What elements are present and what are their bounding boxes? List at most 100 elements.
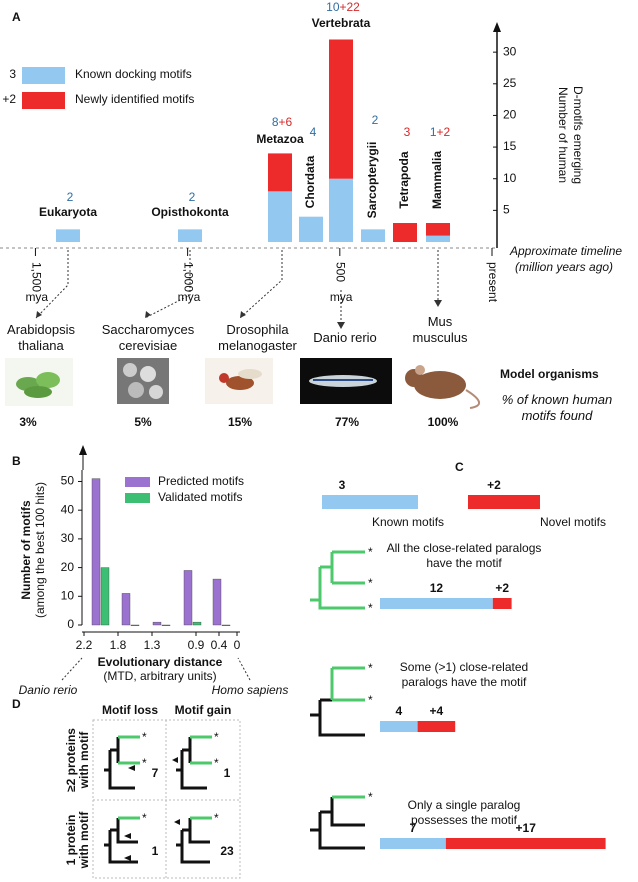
category-label: Chordata — [303, 155, 317, 208]
bar-segment — [380, 598, 493, 609]
category-label: Sarcopterygii — [365, 142, 379, 219]
trees-c — [310, 550, 365, 850]
tree — [104, 737, 135, 790]
organism-found: 3% — [19, 415, 37, 429]
value-label-part: +2 — [437, 125, 451, 139]
bar — [121, 593, 131, 626]
row-description: Some (>1) close-related paralogs have th… — [399, 660, 529, 689]
bar-segment — [268, 191, 292, 242]
bar — [212, 578, 222, 626]
row-header: with motif — [77, 731, 91, 790]
x-tick-label: 1,500 — [29, 262, 43, 292]
y-tick-label: 20 — [503, 108, 517, 122]
tree — [310, 797, 365, 850]
row-header: ≥2 proteins — [64, 728, 78, 792]
legend-value: +2 — [487, 478, 501, 492]
y-tick-label: 5 — [503, 203, 510, 217]
legend-swatch — [468, 495, 540, 509]
arrowhead — [434, 300, 442, 307]
x-axis-label: (MTD, arbitrary units) — [103, 669, 216, 683]
star: * — [214, 756, 219, 770]
value-label: 4 — [310, 125, 317, 139]
value-label-part: +6 — [279, 115, 293, 129]
legend-label: Newly identified motifs — [75, 92, 194, 106]
x-tick-label: 0.4 — [211, 638, 228, 652]
bar-segment — [56, 229, 80, 242]
x-tick-label: 2.2 — [76, 638, 93, 652]
category-label: Metazoa — [256, 132, 304, 146]
grid-d — [92, 719, 241, 879]
y-axis-label: Number of motifs — [19, 500, 33, 600]
arrowhead — [145, 311, 151, 318]
value-label: 10+22 — [326, 0, 360, 14]
value-label-part: 1 — [430, 125, 437, 139]
mouse-tail — [465, 389, 480, 409]
x-tick-label: 1.3 — [144, 638, 161, 652]
annotation-arrow — [61, 657, 83, 681]
value-label: 2 — [67, 190, 74, 204]
column-header: Motif loss — [102, 703, 158, 717]
bar-segment — [329, 178, 353, 242]
x-axis-label: Evolutionary distance — [98, 655, 223, 669]
cell — [140, 366, 156, 382]
x-tick-unit: mya — [178, 290, 201, 304]
tree — [176, 737, 207, 790]
panel-label: D — [12, 697, 21, 711]
category-label: Mammalia — [430, 151, 444, 209]
value-label-part: 2 — [189, 190, 196, 204]
bar-segment — [268, 153, 292, 192]
arrowhead — [128, 765, 135, 771]
organism-found: 5% — [134, 415, 152, 429]
bar-segment — [178, 229, 202, 242]
bar-segment — [393, 223, 417, 242]
bar-segment — [380, 838, 446, 849]
bar — [221, 624, 231, 627]
x-tick-label: 1.8 — [110, 638, 127, 652]
panel-label: B — [12, 454, 21, 468]
bar-segment — [329, 39, 353, 179]
organism-found: 100% — [428, 415, 459, 429]
star: * — [214, 811, 219, 825]
legend-label: Novel motifs — [540, 515, 606, 529]
row-description: Only a single paralog possesses the moti… — [407, 798, 521, 827]
annotation: Danio rerio — [19, 683, 78, 697]
x-tick-unit: mya — [25, 290, 48, 304]
leaf — [36, 372, 60, 388]
value-label-part: 2 — [67, 190, 74, 204]
arrowhead — [240, 311, 246, 318]
row-header: 1 protein — [64, 815, 78, 866]
y-tick-label: 30 — [503, 44, 517, 58]
bar-segment — [492, 598, 512, 609]
connector — [35, 250, 69, 319]
mouse-ear — [415, 365, 425, 375]
bar — [130, 624, 140, 627]
y-axis-arrow — [493, 22, 501, 32]
cell-value: 23 — [220, 844, 234, 858]
category-label: Opisthokonta — [151, 205, 229, 219]
y-tick-label: 10 — [61, 588, 75, 602]
organism-name: Danio rerio — [313, 330, 377, 345]
organism-found: 77% — [335, 415, 359, 429]
legend-swatch — [22, 92, 65, 109]
tree — [176, 818, 210, 864]
x-axis-label: (million years ago) — [515, 260, 613, 274]
bar-segment — [426, 235, 450, 242]
y-axis-label: D-motifs emerging — [571, 86, 585, 184]
cell-value: 7 — [152, 766, 159, 780]
cell — [149, 385, 163, 399]
legend-value: +2 — [2, 92, 16, 106]
x-tick-label: present — [486, 262, 500, 303]
star: * — [368, 576, 373, 590]
organism-found: 15% — [228, 415, 252, 429]
legend-value: 3 — [339, 478, 346, 492]
tree — [310, 698, 365, 737]
bar — [192, 621, 202, 626]
value-label-part: 4 — [310, 125, 317, 139]
column-header: Motif gain — [175, 703, 232, 717]
legend-swatch — [125, 493, 150, 503]
y-tick-label: 30 — [61, 531, 75, 545]
row-description: All the close-related paralogs have the … — [386, 541, 542, 570]
tree — [104, 818, 138, 864]
